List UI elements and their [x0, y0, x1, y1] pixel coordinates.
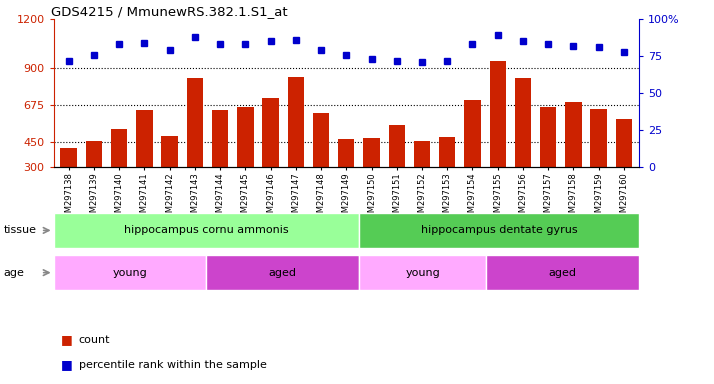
Bar [61, 148, 77, 216]
Bar [313, 113, 329, 216]
Text: hippocampus dentate gyrus: hippocampus dentate gyrus [421, 225, 578, 235]
Bar [363, 138, 380, 216]
Bar [388, 125, 405, 216]
Bar [439, 137, 456, 216]
Text: hippocampus cornu ammonis: hippocampus cornu ammonis [124, 225, 288, 235]
Bar [212, 109, 228, 216]
Bar [359, 213, 639, 248]
Text: ■: ■ [61, 358, 72, 371]
Bar [161, 136, 178, 216]
Bar [490, 61, 506, 216]
Text: aged: aged [268, 268, 296, 278]
Bar [464, 100, 481, 216]
Bar [206, 255, 359, 290]
Text: aged: aged [548, 268, 577, 278]
Bar [54, 255, 206, 290]
Bar [136, 110, 153, 216]
Bar [237, 107, 253, 216]
Bar [486, 255, 639, 290]
Text: GDS4215 / MmunewRS.382.1.S1_at: GDS4215 / MmunewRS.382.1.S1_at [51, 5, 287, 18]
Bar [359, 255, 486, 290]
Bar [186, 78, 203, 216]
Bar [338, 139, 354, 216]
Text: percentile rank within the sample: percentile rank within the sample [79, 360, 266, 370]
Bar [111, 129, 127, 216]
Bar [515, 78, 531, 216]
Text: young: young [406, 268, 440, 278]
Bar [262, 98, 278, 216]
Text: tissue: tissue [4, 225, 36, 235]
Bar [414, 141, 431, 216]
Text: age: age [4, 268, 24, 278]
Text: count: count [79, 335, 110, 345]
Text: young: young [113, 268, 147, 278]
Bar [86, 141, 102, 216]
Bar [565, 102, 582, 216]
Text: ■: ■ [61, 333, 72, 346]
Bar [540, 107, 556, 216]
Bar [288, 77, 304, 216]
Bar [54, 213, 359, 248]
Bar [590, 109, 607, 216]
Bar [615, 119, 632, 216]
